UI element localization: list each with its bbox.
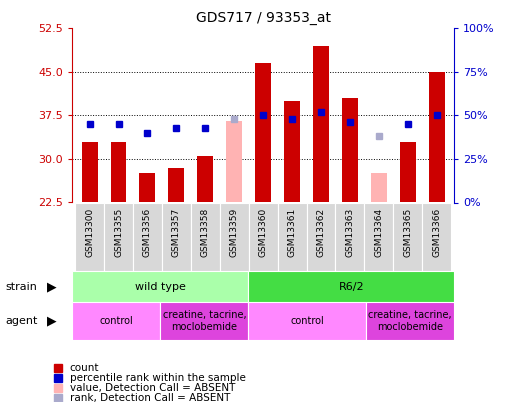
Text: ▶: ▶ bbox=[47, 314, 56, 328]
Bar bbox=[104, 202, 133, 271]
Bar bbox=[139, 173, 155, 202]
Text: wild type: wild type bbox=[135, 281, 186, 292]
Text: control: control bbox=[100, 316, 133, 326]
Text: count: count bbox=[70, 363, 99, 373]
Text: rank, Detection Call = ABSENT: rank, Detection Call = ABSENT bbox=[70, 393, 230, 403]
Bar bbox=[168, 168, 184, 202]
Bar bbox=[220, 202, 249, 271]
Bar bbox=[422, 202, 451, 271]
Text: percentile rank within the sample: percentile rank within the sample bbox=[70, 373, 246, 383]
Text: GSM13364: GSM13364 bbox=[375, 208, 383, 257]
Bar bbox=[197, 156, 213, 202]
Bar bbox=[400, 141, 416, 202]
Bar bbox=[335, 202, 364, 271]
Text: strain: strain bbox=[5, 281, 37, 292]
Text: GSM13357: GSM13357 bbox=[172, 208, 181, 257]
Text: control: control bbox=[291, 316, 324, 326]
Bar bbox=[371, 173, 387, 202]
Text: value, Detection Call = ABSENT: value, Detection Call = ABSENT bbox=[70, 383, 235, 393]
Text: GSM13366: GSM13366 bbox=[432, 208, 441, 257]
Bar bbox=[249, 302, 366, 340]
Bar bbox=[342, 98, 358, 202]
Bar bbox=[249, 271, 454, 302]
Bar bbox=[191, 202, 220, 271]
Text: GSM13356: GSM13356 bbox=[143, 208, 152, 257]
Bar bbox=[307, 202, 335, 271]
Text: creatine, tacrine,
moclobemide: creatine, tacrine, moclobemide bbox=[163, 310, 246, 332]
Text: GSM13362: GSM13362 bbox=[316, 208, 326, 257]
Text: GSM13358: GSM13358 bbox=[201, 208, 210, 257]
Bar bbox=[366, 302, 454, 340]
Bar bbox=[393, 202, 422, 271]
Bar bbox=[82, 141, 98, 202]
Title: GDS717 / 93353_at: GDS717 / 93353_at bbox=[196, 11, 331, 25]
Bar bbox=[160, 302, 249, 340]
Bar bbox=[313, 46, 329, 202]
Text: GSM13363: GSM13363 bbox=[345, 208, 354, 257]
Bar bbox=[429, 72, 445, 202]
Bar bbox=[72, 302, 160, 340]
Bar bbox=[249, 202, 278, 271]
Text: GSM13361: GSM13361 bbox=[287, 208, 297, 257]
Text: GSM13300: GSM13300 bbox=[85, 208, 94, 257]
Text: GSM13355: GSM13355 bbox=[114, 208, 123, 257]
Bar bbox=[133, 202, 162, 271]
Text: GSM13359: GSM13359 bbox=[230, 208, 239, 257]
Text: GSM13365: GSM13365 bbox=[404, 208, 412, 257]
Text: GSM13360: GSM13360 bbox=[259, 208, 268, 257]
Text: agent: agent bbox=[5, 316, 38, 326]
Text: creatine, tacrine,
moclobemide: creatine, tacrine, moclobemide bbox=[368, 310, 452, 332]
Bar bbox=[75, 202, 104, 271]
Bar bbox=[227, 121, 242, 202]
Bar bbox=[110, 141, 126, 202]
Bar bbox=[278, 202, 307, 271]
Bar bbox=[72, 271, 249, 302]
Bar bbox=[364, 202, 393, 271]
Text: R6/2: R6/2 bbox=[338, 281, 364, 292]
Text: ▶: ▶ bbox=[47, 280, 56, 293]
Bar bbox=[284, 101, 300, 202]
Bar bbox=[255, 63, 271, 202]
Bar bbox=[162, 202, 191, 271]
